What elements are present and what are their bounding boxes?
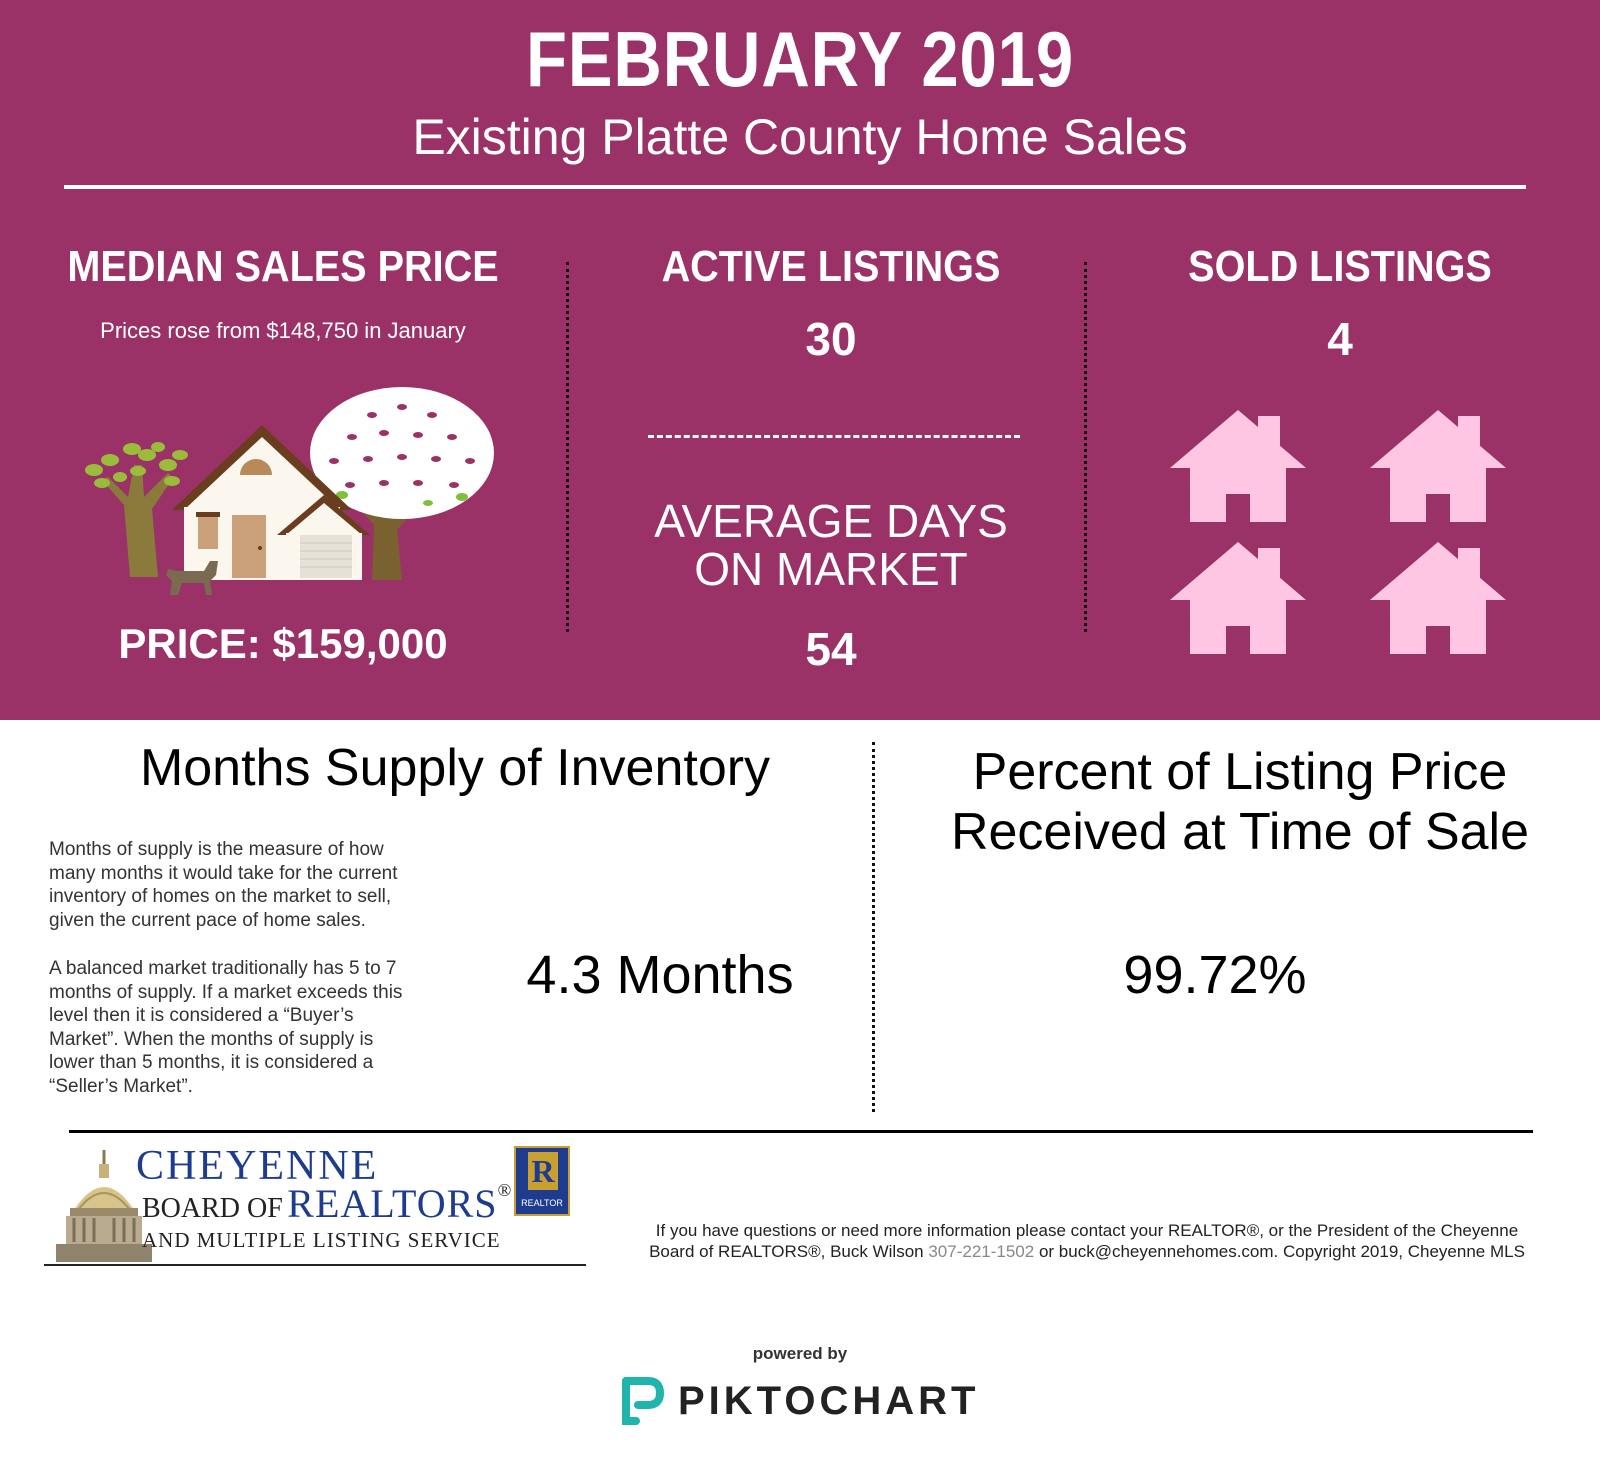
phone-number: 307-221-1502 [928, 1242, 1035, 1261]
piktochart-mark-icon [622, 1377, 664, 1425]
piktochart-logo: PIKTOCHART [620, 1376, 979, 1426]
avg-days-value: 54 [805, 623, 857, 675]
avg-days-heading-line2: ON MARKET [694, 543, 968, 595]
column-divider-right [1084, 262, 1087, 632]
percent-list-price-value: 99.72% [1123, 945, 1307, 1005]
house-icon [1170, 410, 1306, 522]
column-divider-left [566, 262, 569, 632]
logo-underline [44, 1264, 586, 1266]
center-divider [648, 435, 1020, 438]
report-subtitle: Existing Platte County Home Sales [412, 109, 1188, 165]
percent-list-price-heading: Percent of Listing Price Received at Tim… [900, 742, 1580, 862]
median-price-heading: MEDIAN SALES PRICE [67, 242, 499, 291]
active-listings-heading: ACTIVE LISTINGS [661, 242, 1001, 291]
logo-line-mls: AND MULTIPLE LISTING SERVICE [142, 1228, 501, 1252]
months-supply-explanation: Months of supply is the measure of how m… [49, 839, 398, 931]
title-divider [64, 185, 1526, 189]
median-price-value: PRICE: $159,000 [118, 620, 448, 667]
house-illustration [85, 387, 494, 595]
active-listings-value: 30 [805, 313, 857, 365]
footer-divider [69, 1130, 1533, 1133]
house-icon [1170, 542, 1306, 654]
lower-column-divider [872, 742, 875, 1112]
sold-listings-value: 4 [1327, 313, 1353, 365]
piktochart-wordmark: PIKTOCHART [678, 1378, 980, 1423]
house-icon [1370, 542, 1506, 654]
percent-heading-line1: Percent of Listing Price [972, 743, 1508, 801]
powered-by-label: powered by [752, 1344, 848, 1363]
logo-line-cheyenne: CHEYENNE [136, 1143, 379, 1189]
house-icon [1370, 410, 1506, 522]
months-supply-value: 4.3 Months [526, 945, 794, 1005]
percent-heading-line2: Received at Time of Sale [950, 803, 1530, 861]
realtor-badge: R REALTOR [514, 1146, 570, 1216]
report-title: FEBRUARY 2019 [525, 15, 1075, 103]
header-banner [0, 0, 1600, 720]
balanced-market-explanation: A balanced market traditionally has 5 to… [49, 958, 403, 1097]
cheyenne-board-logo: CHEYENNE BOARD OF REALTORS® AND MULTIPLE… [44, 1143, 586, 1268]
sold-listings-heading: SOLD LISTINGS [1188, 242, 1492, 291]
median-price-note: Prices rose from $148,750 in January [100, 318, 466, 343]
avg-days-heading-line1: AVERAGE DAYS [654, 495, 1008, 547]
contact-footer: If you have questions or need more infor… [649, 1221, 1525, 1261]
avg-days-heading: AVERAGE DAYS ON MARKET [586, 497, 1076, 593]
logo-line-board: BOARD OF REALTORS® [142, 1180, 512, 1226]
months-supply-heading: Months Supply of Inventory [139, 739, 771, 797]
capitol-dome-icon [56, 1150, 152, 1262]
